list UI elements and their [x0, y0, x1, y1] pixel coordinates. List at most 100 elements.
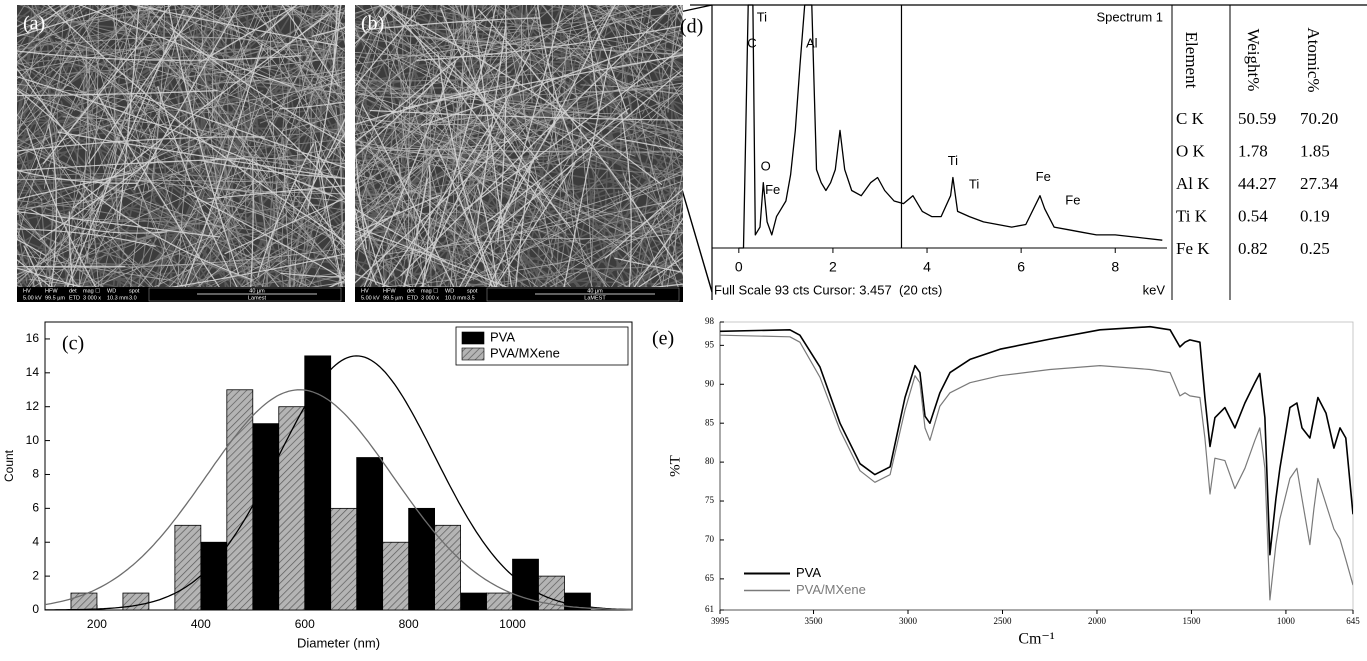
- y-tick-label: 85: [705, 417, 715, 427]
- info-header: WD: [107, 288, 116, 294]
- y-tick-label: 61: [705, 604, 714, 614]
- info-value: 3.0: [129, 295, 137, 301]
- y-tick-label: 14: [26, 365, 40, 379]
- table-cell: 50.59: [1238, 109, 1276, 128]
- y-tick-label: 8: [32, 467, 39, 481]
- bar: [356, 457, 384, 611]
- info-header: HV: [23, 288, 31, 294]
- bar: [460, 592, 487, 611]
- y-tick-label: 12: [26, 399, 40, 413]
- x-axis-label: Cm⁻¹: [1018, 631, 1055, 648]
- x-tick-label: 1000: [1277, 616, 1296, 626]
- x-tick-label: 600: [295, 617, 315, 631]
- panel-label: (e): [652, 328, 674, 350]
- y-tick-label: 70: [705, 534, 715, 544]
- bar: [382, 541, 410, 611]
- table-cell: Fe K: [1176, 239, 1210, 258]
- table-cell: 0.25: [1300, 239, 1330, 258]
- y-tick-label: 90: [705, 378, 715, 388]
- x-tick-label: 6: [1017, 259, 1025, 275]
- bar: [278, 406, 306, 611]
- fibers: [17, 5, 345, 287]
- info-header: det: [69, 288, 77, 294]
- x-tick-label: 4: [923, 259, 931, 275]
- info-value: 10.0 mm: [445, 295, 467, 301]
- info-value: ETD: [69, 295, 80, 301]
- table-cell: 70.20: [1300, 109, 1338, 128]
- bar: [70, 592, 98, 611]
- peak-label: Fe: [1036, 169, 1051, 184]
- info-value: 3 000 x: [421, 295, 439, 301]
- info-value: 10.3 mm: [107, 295, 129, 301]
- panel-label: (d): [680, 16, 703, 38]
- scale-label: 40 µm: [587, 288, 603, 294]
- table-cell: O K: [1176, 141, 1206, 160]
- sem-image: [355, 5, 683, 287]
- bar: [408, 507, 436, 611]
- legend-label: PVA: [796, 565, 821, 580]
- x-tick-label: 800: [399, 617, 419, 631]
- bar: [122, 592, 150, 611]
- info-value: 3 000 x: [83, 295, 101, 301]
- peak-label: Fe: [1065, 192, 1080, 207]
- table-cell: Ti K: [1176, 206, 1208, 225]
- x-tick-label: 645: [1346, 616, 1360, 626]
- table-cell: C K: [1176, 109, 1205, 128]
- info-header: WD: [445, 288, 454, 294]
- info-header: spot: [129, 288, 140, 294]
- x-tick-label: 3500: [805, 616, 824, 626]
- y-tick-label: 2: [32, 568, 39, 582]
- info-header: HFW: [45, 288, 58, 294]
- info-header: HV: [361, 288, 369, 294]
- info-header: mag ☐: [83, 287, 100, 294]
- info-value: 5.00 kV: [361, 295, 380, 301]
- x-tick-label: 200: [87, 617, 107, 631]
- spectrum: [738, 4, 1163, 249]
- table-header: Element: [1182, 32, 1201, 89]
- table-cell: 0.19: [1300, 206, 1330, 225]
- x-tick-label: 2500: [993, 616, 1012, 626]
- info-header: mag ☐: [421, 287, 438, 294]
- x-tick-label: 3995: [711, 616, 730, 626]
- fibers: [355, 5, 683, 287]
- peak-label: Al: [806, 36, 818, 51]
- bar: [434, 524, 461, 611]
- peak-label: Ti: [948, 153, 958, 168]
- x-tick-label: 0: [735, 259, 743, 275]
- legend-label: PVA/MXene: [490, 345, 560, 360]
- panel-label: (a): [23, 13, 45, 35]
- fit-curve: [45, 389, 632, 611]
- series-line: [720, 334, 1353, 601]
- scale-label: 40 µm: [249, 288, 265, 294]
- y-tick-label: 0: [32, 602, 39, 616]
- legend-label: PVA/MXene: [796, 582, 866, 597]
- info-header: det: [407, 288, 415, 294]
- fit-curve: [45, 355, 632, 611]
- table-header: Atomic%: [1304, 27, 1323, 92]
- info-bar: [17, 287, 345, 302]
- peak-label: O: [761, 158, 771, 173]
- y-axis-label: %T: [667, 455, 683, 477]
- table-cell: 1.78: [1238, 141, 1268, 160]
- bar: [486, 592, 513, 611]
- legend-box: [455, 326, 629, 366]
- legend-label: PVA: [490, 329, 515, 344]
- table-cell: 27.34: [1300, 174, 1339, 193]
- x-tick-label: 2000: [1088, 616, 1107, 626]
- scale-box: [148, 287, 342, 302]
- bar: [252, 423, 280, 611]
- chart-title: Spectrum 1: [1097, 9, 1163, 24]
- x-tick-label: 1000: [499, 617, 526, 631]
- sem-image: [17, 5, 345, 287]
- lab-name: LaMEST: [584, 295, 606, 301]
- x-tick-label: 1500: [1182, 616, 1201, 626]
- x-tick-label: 8: [1111, 259, 1119, 275]
- series-line: [720, 325, 1353, 556]
- bar: [330, 507, 358, 611]
- y-tick-label: 6: [32, 501, 39, 515]
- table-cell: 0.54: [1238, 206, 1268, 225]
- panel-label: (c): [62, 333, 84, 355]
- x-tick-label: 3000: [899, 616, 918, 626]
